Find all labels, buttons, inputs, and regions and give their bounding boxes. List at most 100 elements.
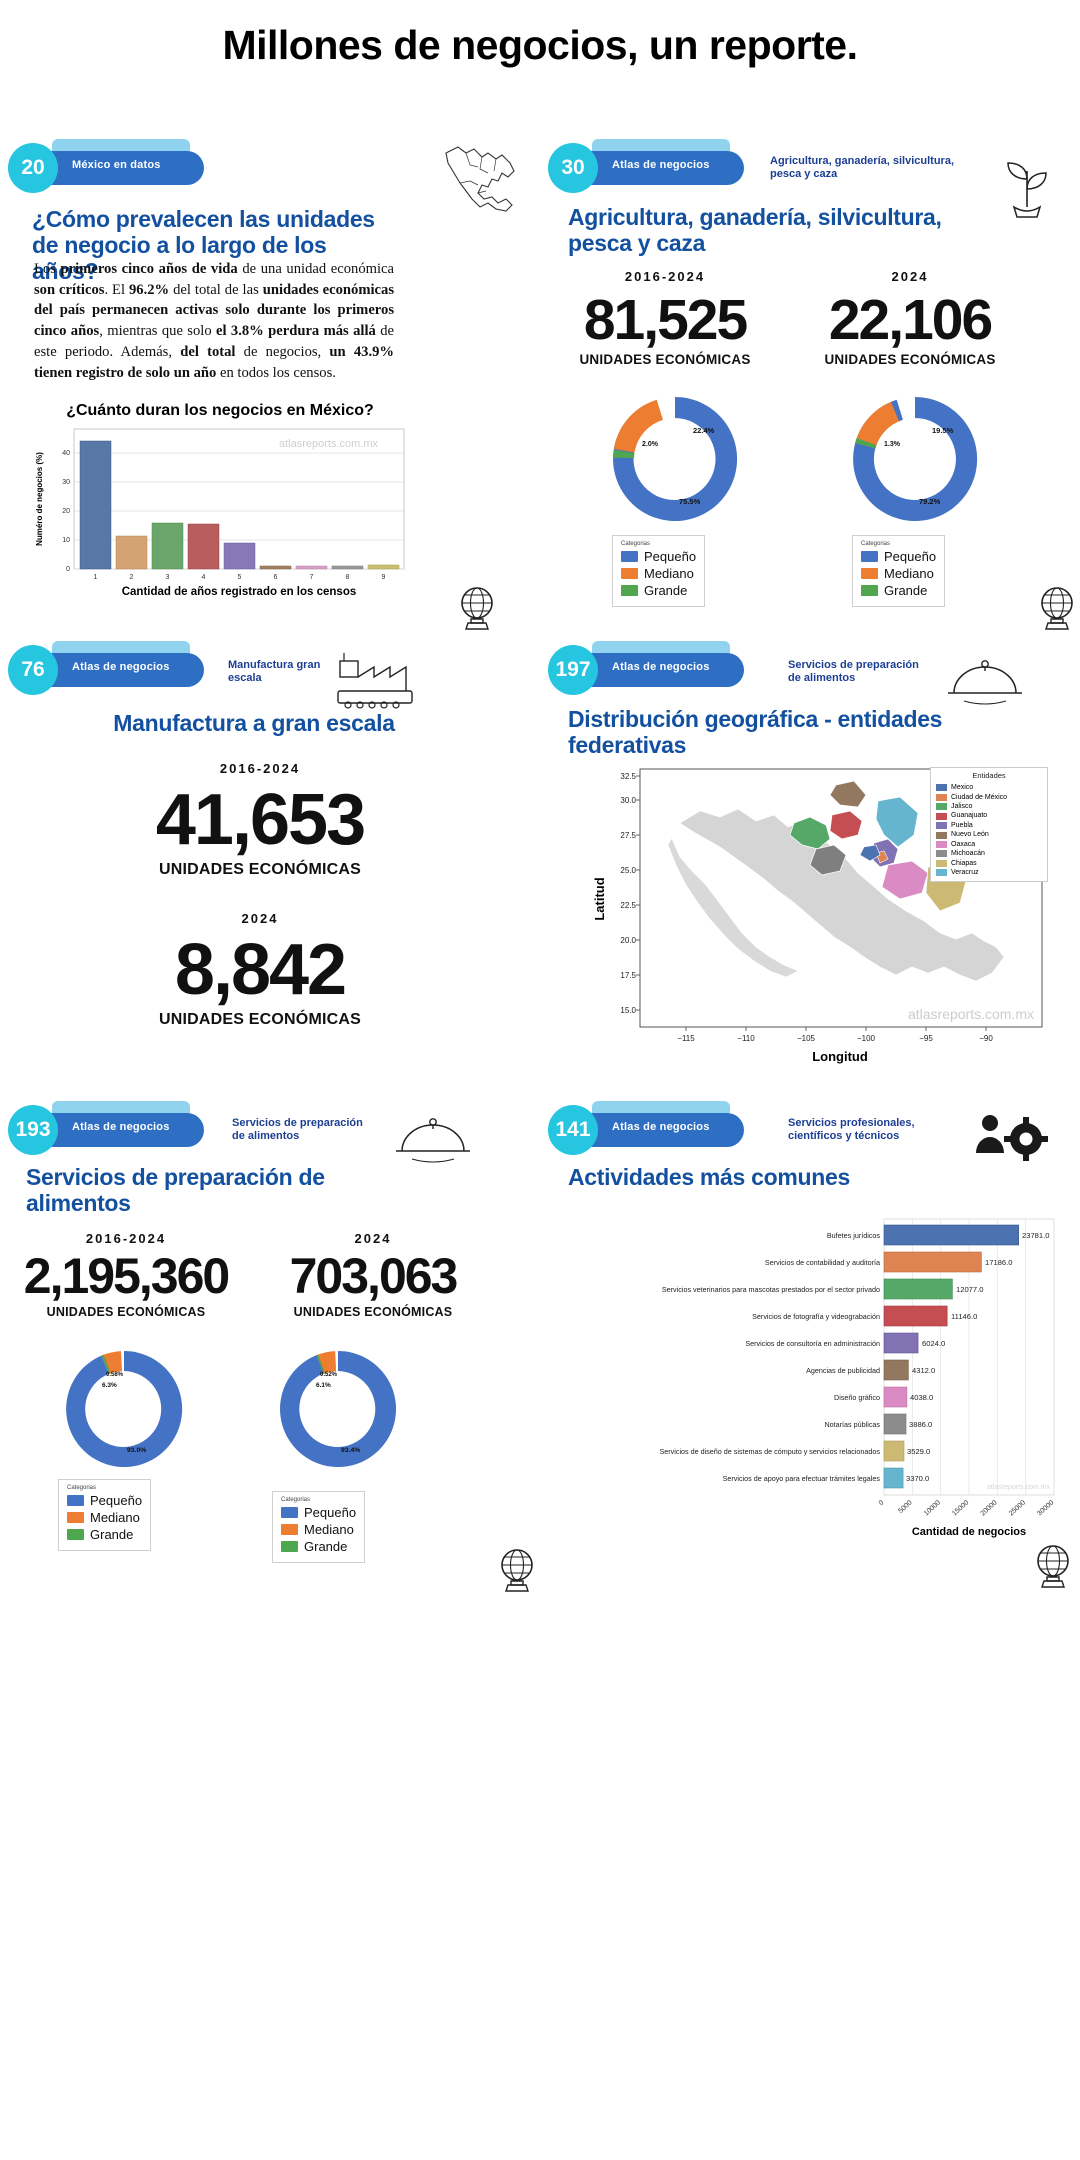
svg-text:79.2%: 79.2%	[919, 497, 941, 506]
stat-year-left: 2016-2024	[85, 1231, 167, 1246]
para-run: Los	[34, 261, 61, 277]
chart-watermark: atlasreports.com.mx	[279, 438, 379, 450]
stat-year-top: 2016-2024	[219, 761, 301, 776]
svg-text:−100: −100	[857, 1034, 876, 1043]
stat-unit-left: UNIDADES ECONÓMICAS	[579, 352, 751, 367]
alimentos-2024-donut: 0.52% 6.1% 93.4%	[280, 1351, 397, 1467]
svg-text:25.0: 25.0	[620, 866, 636, 875]
svg-text:30: 30	[62, 479, 70, 486]
svg-text:−105: −105	[797, 1034, 816, 1043]
legend-label: Pequeño	[90, 1493, 143, 1508]
map-legend-label: Guanajuato	[951, 812, 988, 820]
hbar-cat-label: Servicios de consultoría en administraci…	[745, 1339, 880, 1348]
legend-swatch-grande	[67, 1529, 84, 1540]
panel-badge-header: 20 México en datos	[0, 139, 540, 193]
bar-chart-ylabel: Numéro de negocios (%)	[35, 452, 44, 546]
hbar-value: 3370.0	[906, 1474, 929, 1483]
legend-label: Mediano	[90, 1510, 140, 1525]
legend-agricultura-right: Categorias Pequeño Mediano Grande	[852, 535, 946, 607]
svg-text:27.5: 27.5	[620, 831, 636, 840]
legend-swatch-pequeno	[621, 551, 638, 562]
badge-label: Atlas de negocios	[612, 661, 710, 673]
state-oaxaca	[881, 860, 929, 900]
alimentos-2016-2024-donut: 0.58% 6.3% 93.0%	[66, 1350, 183, 1467]
svg-text:1: 1	[94, 574, 98, 581]
state-jalisco	[789, 816, 831, 850]
stat-year-right: 2024	[354, 1231, 392, 1246]
swatch-michoacan	[936, 850, 947, 858]
mexico-map-outline-icon	[445, 146, 515, 212]
para-run: de negocios,	[235, 343, 330, 360]
badge-number: 141	[548, 1105, 598, 1155]
panel-profesionales: 141 Atlas de negocios Servicios profesio…	[540, 1101, 1080, 1639]
map-legend-label: Mexico	[951, 784, 974, 792]
svg-text:22.4%: 22.4%	[693, 426, 715, 435]
svg-text:4: 4	[202, 574, 206, 581]
svg-text:93.4%: 93.4%	[341, 1447, 360, 1454]
bar-chart-xlabel: Cantidad de años registrado en los censo…	[122, 586, 357, 598]
stat-unit-top: UNIDADES ECONÓMICAS	[158, 861, 362, 878]
hbar-watermark: atlasreports.com.mx	[987, 1484, 1051, 1491]
factory-icon	[337, 653, 413, 709]
svg-text:−95: −95	[919, 1034, 933, 1043]
map-legend-item: Mexico	[936, 783, 1042, 792]
person-gear-icon	[976, 1115, 1048, 1161]
svg-text:17.5: 17.5	[620, 971, 636, 980]
legend-item: Grande	[281, 1539, 356, 1554]
badge-pill	[34, 1113, 204, 1147]
legend-item: Grande	[67, 1527, 142, 1542]
legend-alimentos-right: Categorias Pequeño Mediano Grande	[272, 1491, 366, 1563]
para-run-bold: primeros cinco años de vida	[60, 261, 238, 277]
stat-value-left: 2,195,360	[23, 1248, 230, 1304]
legend-label: Grande	[884, 583, 928, 598]
legend-item: Pequeño	[861, 549, 936, 564]
hbar-value: 6024.0	[922, 1339, 945, 1348]
svg-text:2: 2	[130, 574, 134, 581]
svg-text:2.0%: 2.0%	[642, 441, 659, 448]
hbar-cat-label: Servicios de fotografía y videograbación	[752, 1312, 880, 1321]
hbar-cat-label: Agencias de publicidad	[806, 1366, 880, 1375]
legend-swatch-mediano	[861, 568, 878, 579]
hbar-cat-label: Servicios de contabilidad y auditoría	[765, 1258, 880, 1267]
hbar-contabilidad	[883, 1251, 982, 1273]
globe-icon	[501, 1549, 533, 1592]
legend-item: Grande	[621, 583, 696, 598]
svg-text:40: 40	[62, 450, 70, 457]
legend-label: Mediano	[644, 566, 694, 581]
legend-title: Categorias	[621, 541, 651, 547]
badge-number: 197	[548, 645, 598, 695]
legend-swatch-pequeno	[281, 1507, 298, 1518]
swatch-nuevo-leon	[936, 831, 947, 839]
legend-label: Pequeño	[644, 549, 697, 564]
globe-icon	[1041, 587, 1073, 630]
legend-title: Categorias	[861, 541, 891, 547]
badge-label: Atlas de negocios	[612, 159, 710, 171]
panel-heading: Agricultura, ganadería, silvicultura, pe…	[568, 204, 942, 256]
hbar-value: 17186.0	[985, 1258, 1012, 1267]
panel-mexico-en-datos: 20 México en datos ¿Cómo prevalecen las …	[0, 139, 540, 637]
legend-item: Mediano	[621, 566, 696, 581]
para-run-bold: el 3.8% perdura más allá	[216, 323, 376, 340]
stat-year-right: 2024	[891, 269, 929, 284]
svg-text:30.0: 30.0	[620, 796, 636, 805]
para-run: , mientras que solo	[99, 323, 217, 340]
globe-icon	[461, 587, 493, 630]
svg-text:0: 0	[878, 1499, 886, 1507]
map-legend-label: Veracruz	[951, 869, 979, 877]
panel-badge-header: 76 Atlas de negocios	[0, 641, 540, 695]
badge-pill	[574, 653, 744, 687]
stat-year-left: 2016-2024	[624, 269, 706, 284]
map-legend-item: Ciudad de México	[936, 793, 1042, 802]
sector-label: Servicios de preparación de alimentos	[232, 1117, 363, 1142]
panel-badge-header: 141 Atlas de negocios	[540, 1101, 1080, 1155]
hbar-consultoria	[883, 1332, 919, 1354]
badge-label: Atlas de negocios	[72, 1121, 170, 1133]
map-legend-item: Jalisco	[936, 802, 1042, 811]
hbar-publicidad	[883, 1359, 909, 1381]
legend-item: Grande	[861, 583, 936, 598]
state-mexico	[859, 844, 881, 862]
map-legend-item: Nuevo León	[936, 830, 1042, 839]
stat-unit-left: UNIDADES ECONÓMICAS	[46, 1305, 206, 1319]
hbar-value: 3886.0	[909, 1420, 932, 1429]
hbar-value: 4038.0	[910, 1393, 933, 1402]
